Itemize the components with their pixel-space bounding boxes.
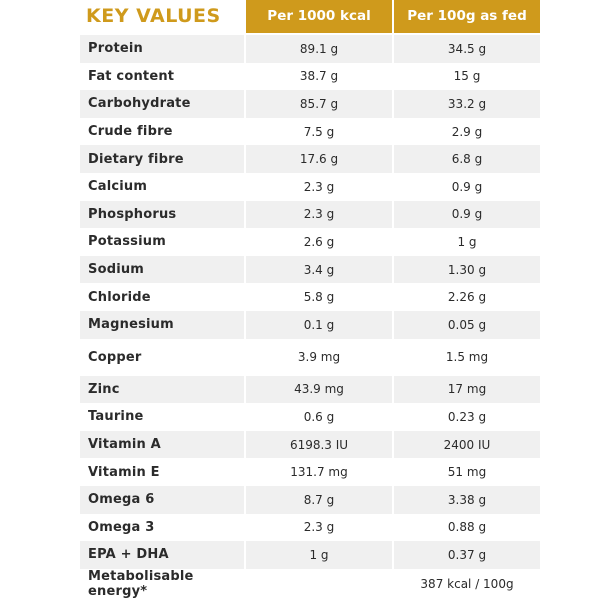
value-per-100g: 2.26 g: [447, 290, 487, 305]
table-title: KEY VALUES: [86, 5, 221, 27]
nutrient-name: Phosphorus: [80, 200, 244, 229]
nutrient-name: Crude fibre: [88, 124, 173, 140]
value-per-1000-kcal: 2.3 g: [246, 200, 392, 229]
value-per-100g: 1.30 g: [394, 255, 540, 284]
value-per-100g: 17 mg: [394, 375, 540, 404]
table-row: Omega 3 2.3 g 0.88 g: [80, 514, 520, 542]
nutrient-name: EPA + DHA: [80, 541, 244, 569]
column-header-per-1000-kcal: Per 1000 kcal: [246, 0, 392, 33]
value-per-100g: 0.37 g: [394, 541, 540, 569]
table-row: Calcium 2.3 g 0.9 g: [80, 173, 520, 201]
table-row: Crude fibre 7.5 g 2.9 g: [80, 118, 520, 146]
table-row: Carbohydrate 85.7 g 33.2 g: [80, 90, 540, 118]
value-per-1000-kcal: 8.7 g: [246, 485, 392, 514]
value-per-100g: 0.23 g: [447, 409, 487, 424]
value-per-1000-kcal: 43.9 mg: [246, 375, 392, 404]
nutrient-name: Calcium: [88, 179, 148, 195]
nutrient-name: Vitamin A: [80, 430, 244, 459]
table-row: Phosphorus 2.3 g 0.9 g: [80, 200, 540, 229]
nutrient-name: Copper: [88, 349, 142, 365]
value-per-1000-kcal: 1 g: [246, 541, 392, 569]
nutrient-name: Taurine: [88, 409, 144, 425]
value-per-1000-kcal: 2.3 g: [303, 520, 335, 535]
value-per-100g: 34.5 g: [394, 35, 540, 63]
table-row: Copper 3.9 mg 1.5 mg: [80, 339, 520, 376]
table-row: Vitamin A 6198.3 IU 2400 IU: [80, 430, 540, 459]
value-per-1000-kcal: [246, 569, 392, 599]
nutrient-name: Dietary fibre: [80, 145, 244, 173]
table-row: Magnesium 0.1 g 0.05 g: [80, 310, 540, 339]
nutrient-name: Fat content: [88, 68, 175, 84]
value-per-1000-kcal: 6198.3 IU: [246, 430, 392, 459]
value-per-1000-kcal: 0.6 g: [303, 409, 335, 424]
value-per-1000-kcal: 38.7 g: [299, 69, 339, 84]
nutrient-name: Zinc: [80, 375, 244, 404]
nutrient-name: Protein: [80, 35, 244, 63]
value-per-100g: 51 mg: [447, 465, 487, 480]
table-row: Fat content 38.7 g 15 g: [80, 63, 520, 91]
value-per-1000-kcal: 5.8 g: [303, 290, 335, 305]
value-per-100g: 0.05 g: [394, 310, 540, 339]
nutrient-name: Magnesium: [80, 310, 244, 339]
nutrient-name: Vitamin E: [88, 464, 160, 480]
nutrient-name: Omega 6: [80, 485, 244, 514]
table-row: Protein 89.1 g 34.5 g: [80, 35, 540, 63]
column-header-per-100g: Per 100g as fed: [394, 0, 540, 33]
table-row: EPA + DHA 1 g 0.37 g: [80, 541, 540, 569]
nutrient-name: Metabolisable energy*: [88, 568, 194, 599]
table-row: Chloride 5.8 g 2.26 g: [80, 283, 520, 311]
value-per-1000-kcal: 3.9 mg: [297, 350, 341, 365]
table-row: Omega 6 8.7 g 3.38 g: [80, 485, 540, 514]
nutrient-name: Chloride: [88, 289, 151, 305]
value-per-1000-kcal: 2.3 g: [303, 179, 335, 194]
value-per-100g: 6.8 g: [394, 145, 540, 173]
value-per-100g: 1 g: [457, 234, 477, 249]
value-per-100g: 15 g: [453, 69, 481, 84]
table-row: Potassium 2.6 g 1 g: [80, 228, 520, 256]
value-per-1000-kcal: 2.6 g: [303, 234, 335, 249]
value-per-100g: 33.2 g: [394, 90, 540, 118]
table-row: Sodium 3.4 g 1.30 g: [80, 255, 540, 284]
value-per-1000-kcal: 89.1 g: [246, 35, 392, 63]
table-row: Taurine 0.6 g 0.23 g: [80, 403, 520, 431]
table-body: Protein 89.1 g 34.5 g Fat content 38.7 g…: [80, 35, 540, 599]
value-per-1000-kcal: 131.7 mg: [290, 465, 348, 480]
nutrient-name: Sodium: [80, 255, 244, 284]
table-row: Metabolisable energy* 387 kcal / 100g: [80, 569, 520, 599]
value-per-100g: 2400 IU: [394, 430, 540, 459]
value-per-100g: 0.88 g: [447, 520, 487, 535]
nutrient-name: Carbohydrate: [80, 90, 244, 118]
value-per-100g: 0.9 g: [451, 179, 483, 194]
value-per-1000-kcal: 7.5 g: [303, 124, 335, 139]
value-per-100g: 387 kcal / 100g: [420, 576, 514, 591]
value-per-100g: 1.5 mg: [445, 350, 489, 365]
table-row: Vitamin E 131.7 mg 51 mg: [80, 458, 520, 486]
table-row: Dietary fibre 17.6 g 6.8 g: [80, 145, 540, 173]
value-per-100g: 0.9 g: [394, 200, 540, 229]
table-header: KEY VALUES Per 1000 kcal Per 100g as fed: [80, 0, 600, 33]
value-per-100g: 2.9 g: [451, 124, 483, 139]
value-per-1000-kcal: 85.7 g: [246, 90, 392, 118]
value-per-1000-kcal: 3.4 g: [246, 255, 392, 284]
table-row: Zinc 43.9 mg 17 mg: [80, 375, 540, 404]
value-per-100g: 3.38 g: [394, 485, 540, 514]
nutrient-name: Potassium: [88, 234, 166, 250]
value-per-1000-kcal: 17.6 g: [246, 145, 392, 173]
value-per-1000-kcal: 0.1 g: [246, 310, 392, 339]
nutrient-name: Omega 3: [88, 519, 155, 535]
